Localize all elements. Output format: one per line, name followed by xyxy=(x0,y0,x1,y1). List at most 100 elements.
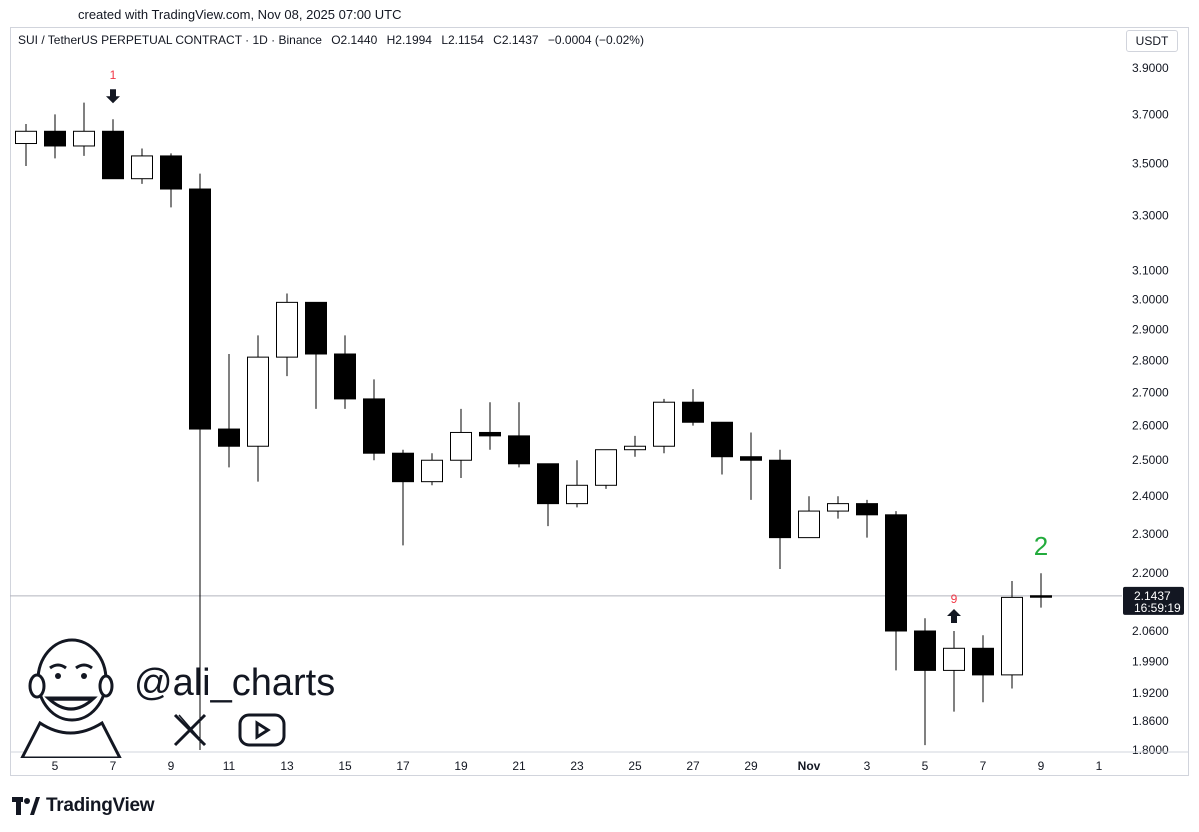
y-tick-label: 3.5000 xyxy=(1132,156,1169,170)
candle xyxy=(972,635,994,703)
y-tick-label: 3.3000 xyxy=(1132,208,1169,222)
y-tick-label: 2.3000 xyxy=(1132,527,1169,541)
y-tick-label: 3.1000 xyxy=(1132,263,1169,277)
y-tick-label: 2.7000 xyxy=(1132,385,1169,399)
candle xyxy=(189,173,211,750)
y-tick-label: 1.9200 xyxy=(1132,686,1169,700)
ohlc-change: −0.0004 (−0.02%) xyxy=(547,33,644,47)
candle xyxy=(102,119,124,180)
candle xyxy=(566,460,588,508)
candle xyxy=(305,301,327,409)
tradingview-wordmark: TradingView xyxy=(46,795,155,816)
y-tick-label: 3.0000 xyxy=(1132,292,1169,306)
candle xyxy=(247,335,269,482)
x-tick-label: 5 xyxy=(52,759,59,773)
candle-body xyxy=(972,647,994,676)
candle-body xyxy=(827,503,849,512)
price-tag-value: 2.1437 xyxy=(1134,589,1171,603)
candle-body xyxy=(711,421,733,458)
candle-body xyxy=(218,428,240,447)
candle-body xyxy=(73,130,95,147)
candle xyxy=(653,398,675,454)
candle-body xyxy=(740,456,762,461)
candle xyxy=(740,432,762,500)
candle-body xyxy=(537,463,559,505)
candle xyxy=(392,449,414,546)
candle-body xyxy=(479,431,501,437)
candle xyxy=(421,453,443,486)
candle xyxy=(1001,581,1023,689)
x-tick-label: 25 xyxy=(628,759,642,773)
candle-body xyxy=(856,503,878,516)
candle-body xyxy=(798,510,820,539)
y-tick-label: 2.4000 xyxy=(1132,489,1169,503)
currency-button[interactable]: USDT xyxy=(1126,30,1178,52)
y-tick-label: 3.7000 xyxy=(1132,107,1169,121)
candle-body xyxy=(421,459,443,483)
candle xyxy=(827,496,849,519)
candle xyxy=(798,496,820,539)
y-tick-label: 2.6000 xyxy=(1132,419,1169,433)
x-tick-label: 3 xyxy=(864,759,871,773)
cartoon-avatar-icon xyxy=(10,628,130,763)
arrow-down-icon xyxy=(106,89,120,104)
x-logo-icon xyxy=(173,713,207,747)
x-tick-label: 7 xyxy=(110,759,117,773)
candle xyxy=(334,335,356,409)
x-tick-label: 23 xyxy=(570,759,584,773)
candle-body xyxy=(653,401,675,447)
candle xyxy=(479,402,501,450)
candle xyxy=(943,630,965,712)
y-tick-label: 1.8600 xyxy=(1132,714,1169,728)
candle xyxy=(363,379,385,461)
x-tick-label: 21 xyxy=(512,759,526,773)
candle-body xyxy=(160,155,182,190)
candle-body xyxy=(276,301,298,358)
social-icons xyxy=(172,712,286,748)
tradingview-brand: TradingView xyxy=(12,795,155,817)
ohlc-low: L2.1154 xyxy=(441,33,484,47)
x-tick-label: 15 xyxy=(338,759,352,773)
x-tick-label: 11 xyxy=(223,759,236,773)
x-tick-label: 1 xyxy=(1096,759,1103,773)
candle-body xyxy=(450,431,472,461)
candle xyxy=(160,153,182,208)
chart-credit: created with TradingView.com, Nov 08, 20… xyxy=(78,7,402,22)
y-tick-label: 2.5000 xyxy=(1132,453,1169,467)
candle-body xyxy=(363,398,385,454)
youtube-icon xyxy=(238,713,286,747)
candle xyxy=(73,102,95,156)
candle-body xyxy=(189,188,211,430)
arrow-up-icon xyxy=(947,608,961,623)
y-tick-label: 2.0600 xyxy=(1132,624,1169,638)
chart-frame xyxy=(10,27,1189,776)
ohlc-close: C2.1437 xyxy=(493,33,539,47)
candle xyxy=(44,114,66,159)
price-tag-countdown: 16:59:19 xyxy=(1134,601,1181,615)
sequential-count-label: 9 xyxy=(951,592,958,606)
candle-body xyxy=(595,449,617,486)
candle xyxy=(1030,573,1052,608)
candle xyxy=(624,435,646,457)
candle-body xyxy=(247,356,269,447)
ohlc-high: H2.1994 xyxy=(386,33,432,47)
candle-body xyxy=(102,130,124,180)
tradingview-logo-icon xyxy=(12,797,40,815)
x-tick-label: 27 xyxy=(686,759,700,773)
x-tick-label: 5 xyxy=(922,759,929,773)
candle xyxy=(537,463,559,527)
ohlc-open: O2.1440 xyxy=(331,33,378,47)
y-tick-label: 3.9000 xyxy=(1132,61,1169,75)
candle xyxy=(15,124,37,166)
candle-body xyxy=(131,155,153,180)
candle-body xyxy=(769,459,791,539)
symbol-info-line: SUI / TetherUS PERPETUAL CONTRACT · 1D ·… xyxy=(18,33,650,47)
candle xyxy=(218,353,240,468)
y-tick-label: 1.8000 xyxy=(1132,743,1169,757)
x-tick-label: 7 xyxy=(980,759,987,773)
candle-body xyxy=(914,630,936,671)
candle-body xyxy=(305,301,327,355)
y-tick-label: 2.8000 xyxy=(1132,353,1169,367)
candle-body xyxy=(392,452,414,483)
